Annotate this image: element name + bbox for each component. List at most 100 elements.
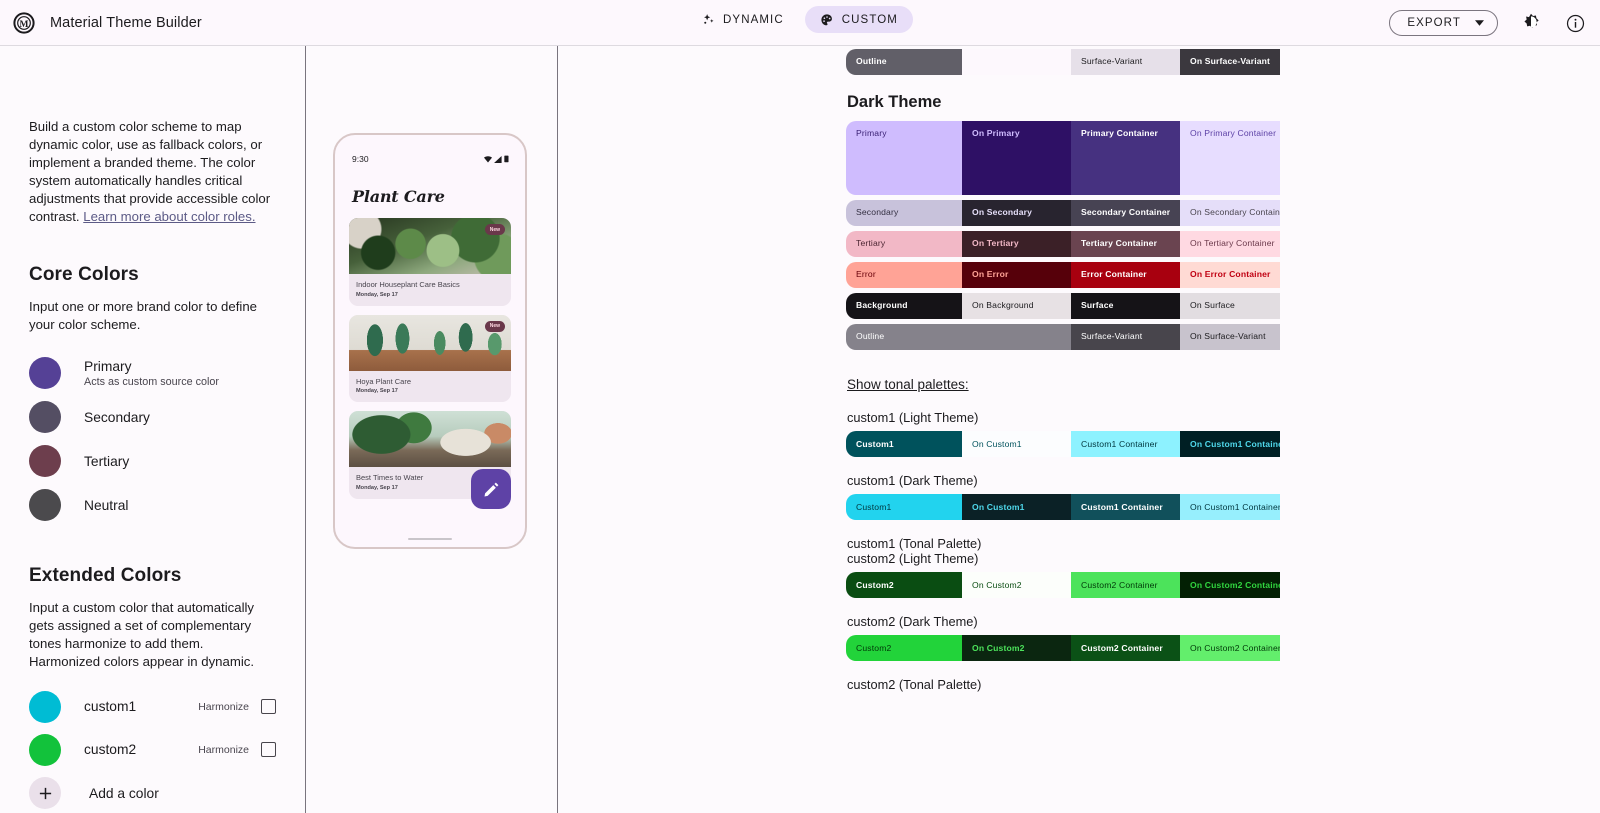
swatch-cell[interactable]: On Custom1 Container [1180, 431, 1280, 457]
watering-photo-icon [349, 411, 511, 467]
core-color-texts: Primary Acts as custom source color [84, 359, 219, 388]
swatch-cell[interactable]: Custom1 [846, 494, 962, 520]
swatch-cell[interactable]: On Custom1 [962, 431, 1071, 457]
color-swatch-neutral[interactable] [29, 489, 61, 521]
svg-text:M: M [20, 20, 29, 30]
harmonize-checkbox-custom2[interactable] [261, 742, 276, 757]
swatch-cell[interactable]: Primary Container [1071, 121, 1180, 195]
swatch-cell[interactable]: Custom1 Container [1071, 431, 1180, 457]
intro-text: Build a custom color scheme to map dynam… [29, 119, 271, 224]
color-swatch-secondary[interactable] [29, 401, 61, 433]
top-app-bar: M Material Theme Builder DYNAMIC [0, 0, 1600, 46]
core-color-row-primary[interactable]: Primary Acts as custom source color [29, 351, 276, 395]
scheme-panel: Outline Surface-Variant On Surface-Varia… [558, 46, 1600, 813]
contrast-icon[interactable] [1520, 12, 1542, 34]
color-swatch-custom2[interactable] [29, 733, 61, 766]
core-color-row-tertiary[interactable]: Tertiary [29, 439, 276, 483]
card-date: Monday, Sep 17 [356, 388, 398, 394]
swatch-cell[interactable]: On Custom2 Container [1180, 572, 1280, 598]
swatch-cell[interactable]: Outline [846, 324, 962, 350]
color-swatch-custom1[interactable] [29, 690, 61, 723]
swatch-cell[interactable]: Outline [846, 49, 962, 75]
divider-right [557, 46, 558, 813]
swatch-cell[interactable]: On Custom2 [962, 572, 1071, 598]
brand-area: M Material Theme Builder [0, 10, 202, 36]
plant-photo-icon [349, 218, 511, 274]
swatch-cell[interactable]: On Custom1 [962, 494, 1071, 520]
list-item[interactable]: Best Times to Water Monday, Sep 17 [349, 411, 511, 499]
swatch-cell[interactable]: Custom2 Container [1071, 635, 1180, 661]
swatch-cell[interactable]: Surface [1071, 293, 1180, 319]
tab-dynamic[interactable]: DYNAMIC [687, 6, 799, 33]
core-color-texts: Neutral [84, 498, 128, 513]
swatch-cell[interactable]: On Tertiary [962, 231, 1071, 257]
swatch-cell[interactable]: Custom2 Container [1071, 572, 1180, 598]
swatch-cell[interactable]: On Primary Container [1180, 121, 1280, 195]
edit-pencil-icon[interactable] [471, 469, 511, 509]
list-item[interactable]: New Indoor Houseplant Care Basics Monday… [349, 218, 511, 306]
list-item[interactable]: New Hoya Plant Care Monday, Sep 17 [349, 314, 511, 403]
swatch-cell[interactable]: Surface-Variant [1071, 49, 1180, 75]
swatch-cell[interactable]: Background [846, 293, 962, 319]
show-tonal-palettes-link[interactable]: Show tonal palettes: [847, 377, 969, 392]
add-color-button[interactable]: Add a color [29, 771, 276, 813]
color-swatch-primary[interactable] [29, 357, 61, 389]
card-text: Hoya Plant Care Monday, Sep 17 [349, 371, 511, 403]
extended-color-row-custom1[interactable]: custom1 Harmonize [29, 685, 276, 728]
extended-color-row-custom2[interactable]: custom2 Harmonize [29, 728, 276, 771]
swatch-cell[interactable]: On Custom2 Container [1180, 635, 1280, 661]
swatch-cell[interactable]: Custom2 [846, 572, 962, 598]
info-icon[interactable] [1564, 12, 1586, 34]
swatch-cell[interactable]: On Custom1 Container [1180, 494, 1280, 520]
core-color-texts: Secondary [84, 410, 150, 425]
core-color-row-secondary[interactable]: Secondary [29, 395, 276, 439]
swatch-cell[interactable]: On Tertiary Container [1180, 231, 1280, 257]
swatch-cell[interactable]: On Surface-Variant [1180, 324, 1280, 350]
card-image: New [349, 218, 511, 274]
harmonize-checkbox-custom1[interactable] [261, 699, 276, 714]
swatch-row: Background On Background Surface On Surface [846, 293, 1280, 319]
swatch-cell[interactable]: Secondary [846, 200, 962, 226]
core-color-name: Secondary [84, 409, 150, 425]
swatch-cell[interactable]: On Secondary [962, 200, 1071, 226]
swatch-cell[interactable]: On Primary [962, 121, 1071, 195]
status-icons [484, 150, 509, 168]
swatch-cell[interactable]: On Error [962, 262, 1071, 288]
status-time: 9:30 [352, 154, 369, 164]
signal-icon [494, 150, 502, 168]
swatch-cell[interactable]: On Secondary Container [1180, 200, 1280, 226]
palette-label: custom1 (Tonal Palette) custom2 (Light Th… [847, 536, 1280, 566]
swatch-row: Secondary On Secondary Secondary Container… [846, 200, 1280, 226]
core-color-row-neutral[interactable]: Neutral [29, 483, 276, 527]
swatch-cell[interactable]: Tertiary [846, 231, 962, 257]
palette-swatch-row: Custom2 On Custom2 Custom2 Container On Cus… [846, 572, 1280, 598]
card-date: Monday, Sep 17 [356, 484, 398, 491]
swatch-cell[interactable]: Error Container [1071, 262, 1180, 288]
core-color-name: Neutral [84, 497, 129, 513]
swatch-cell[interactable]: Custom1 Container [1071, 494, 1180, 520]
swatch-cell[interactable]: On Error Container [1180, 262, 1280, 288]
color-swatch-tertiary[interactable] [29, 445, 61, 477]
swatch-cell[interactable]: Custom2 [846, 635, 962, 661]
export-button[interactable]: EXPORT [1389, 10, 1498, 36]
swatch-cell[interactable]: Custom1 [846, 431, 962, 457]
dark-theme-rows: Primary On Primary Primary Container On Pri… [846, 121, 1280, 350]
swatch-cell[interactable]: On Surface-Variant [1180, 49, 1280, 75]
color-roles-link[interactable]: Learn more about color roles. [83, 209, 256, 224]
swatch-cell[interactable]: Tertiary Container [1071, 231, 1180, 257]
card-title: Indoor Houseplant Care Basics [356, 280, 460, 289]
card-title: Best Times to Water [356, 473, 424, 482]
swatch-cell[interactable]: Primary [846, 121, 962, 195]
swatch-cell[interactable]: On Background [962, 293, 1071, 319]
plus-icon [29, 777, 61, 809]
divider-left [305, 46, 306, 813]
tab-custom[interactable]: CUSTOM [804, 6, 913, 33]
swatch-cell[interactable]: Secondary Container [1071, 200, 1180, 226]
swatch-cell[interactable] [962, 324, 1071, 350]
swatch-cell[interactable] [962, 49, 1071, 75]
swatch-cell[interactable]: On Custom2 [962, 635, 1071, 661]
swatch-cell[interactable]: Surface-Variant [1071, 324, 1180, 350]
status-badge: New [484, 320, 505, 332]
swatch-cell[interactable]: Error [846, 262, 962, 288]
swatch-cell[interactable]: On Surface [1180, 293, 1280, 319]
